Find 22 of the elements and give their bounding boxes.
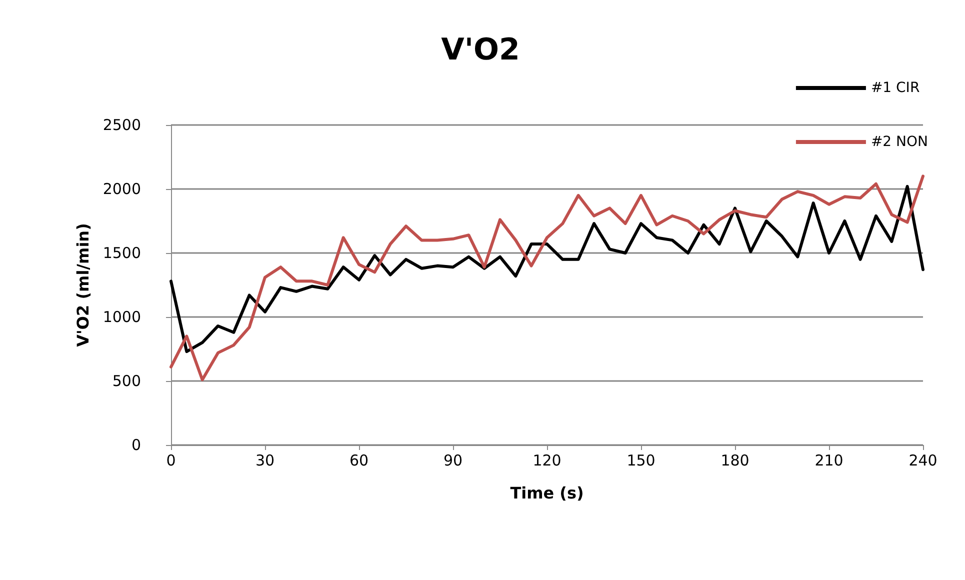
x-tick-label: 0 bbox=[166, 452, 176, 470]
x-tick-label: 120 bbox=[532, 452, 562, 470]
x-tick-label: 60 bbox=[349, 452, 369, 470]
y-tick-label: 1000 bbox=[102, 308, 141, 326]
legend-label: #2 NON bbox=[870, 134, 928, 150]
x-tick-label: 180 bbox=[720, 452, 750, 470]
legend-label: #1 CIR bbox=[870, 80, 920, 96]
x-tick-label: 210 bbox=[814, 452, 844, 470]
x-tick-label: 150 bbox=[626, 452, 656, 470]
x-tick-label: 90 bbox=[443, 452, 463, 470]
y-tick-label: 1500 bbox=[102, 244, 141, 262]
y-axis-title: V'O2 (ml/min) bbox=[74, 223, 92, 347]
x-tick-label: 30 bbox=[255, 452, 275, 470]
y-tick-label: 2000 bbox=[102, 180, 141, 198]
line-series bbox=[170, 174, 924, 382]
chart-title: V'O2 bbox=[441, 32, 520, 68]
x-tick-label: 240 bbox=[908, 452, 938, 470]
y-tick-label: 500 bbox=[112, 372, 141, 390]
line-series bbox=[170, 184, 924, 354]
y-tick-label: 2500 bbox=[102, 116, 141, 134]
y-tick-label: 0 bbox=[131, 436, 141, 454]
x-axis-title: Time (s) bbox=[510, 484, 584, 502]
